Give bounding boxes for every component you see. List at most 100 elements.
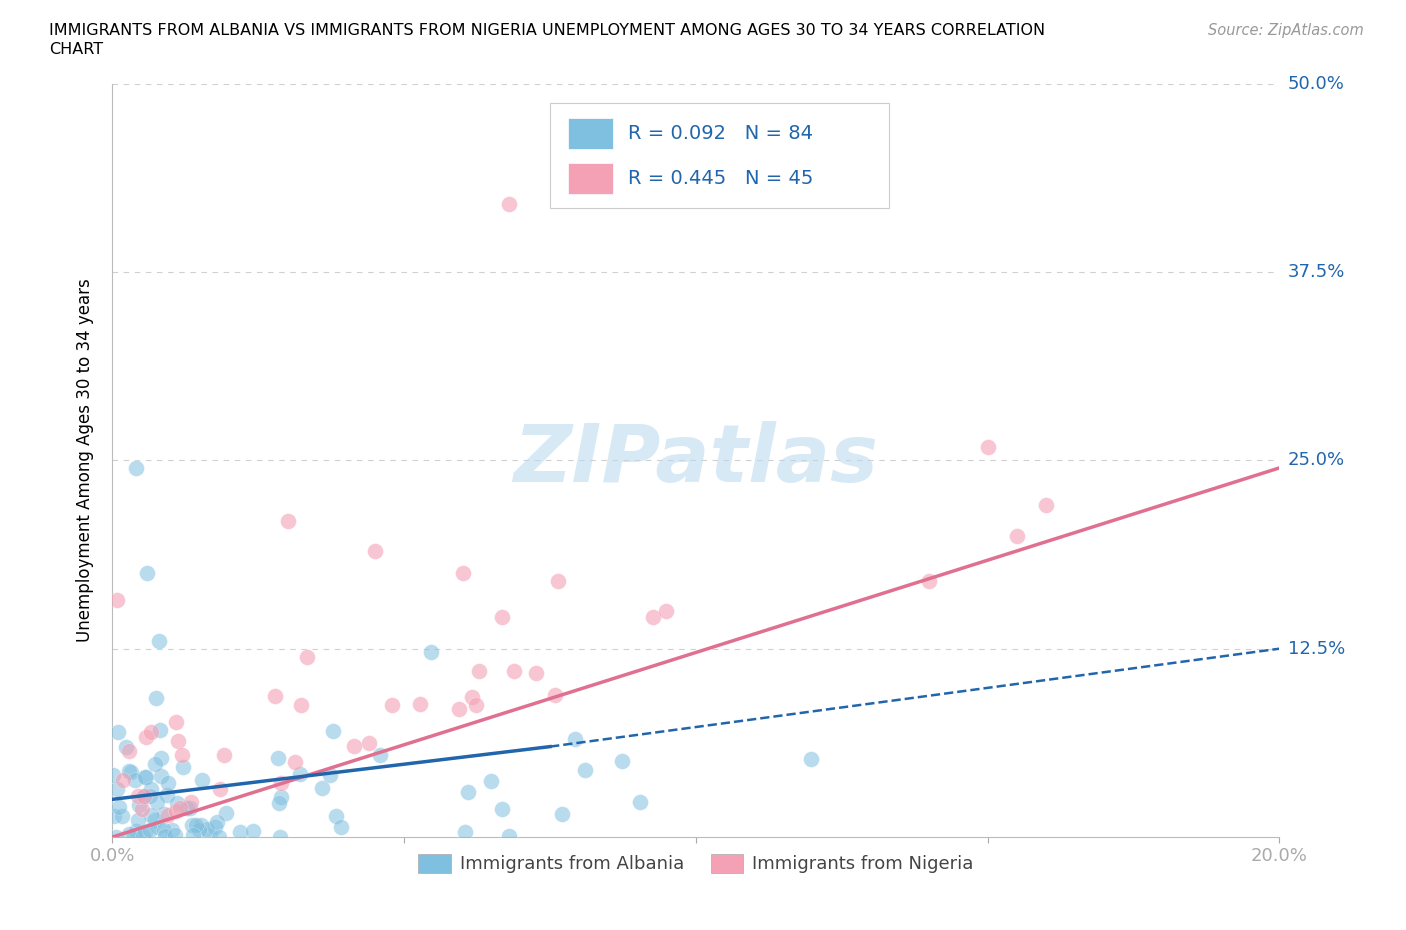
Point xyxy=(101,767,124,782)
Point xyxy=(381,698,404,712)
Point xyxy=(204,820,226,835)
Text: 25.0%: 25.0% xyxy=(1288,451,1346,470)
Point xyxy=(564,731,586,746)
Text: 50.0%: 50.0% xyxy=(1288,74,1344,93)
Point xyxy=(574,763,596,777)
Point xyxy=(108,800,131,815)
Point xyxy=(146,819,169,834)
Point xyxy=(229,824,252,839)
Point xyxy=(134,769,156,784)
Point xyxy=(498,197,520,212)
Point xyxy=(628,794,651,809)
Point xyxy=(160,822,183,837)
Legend: Immigrants from Albania, Immigrants from Nigeria: Immigrants from Albania, Immigrants from… xyxy=(411,847,981,881)
Point xyxy=(134,789,156,804)
Point xyxy=(322,724,344,738)
Point xyxy=(551,806,574,821)
Point xyxy=(547,574,569,589)
Point xyxy=(409,697,432,711)
Point xyxy=(297,650,319,665)
Point xyxy=(242,823,264,838)
Point xyxy=(329,819,352,834)
Point xyxy=(131,801,153,816)
Point xyxy=(267,796,290,811)
Point xyxy=(368,748,391,763)
Y-axis label: Unemployment Among Ages 30 to 34 years: Unemployment Among Ages 30 to 34 years xyxy=(76,278,94,643)
Point xyxy=(543,687,565,702)
Point xyxy=(610,754,633,769)
Point xyxy=(125,824,148,839)
Point xyxy=(284,755,307,770)
Point xyxy=(170,747,193,762)
Point xyxy=(976,439,998,454)
Point xyxy=(143,813,166,828)
Point xyxy=(319,767,342,782)
Text: ZIPatlas: ZIPatlas xyxy=(513,421,879,499)
Point xyxy=(153,806,176,821)
Point xyxy=(269,830,291,844)
Point xyxy=(491,802,513,817)
Point xyxy=(169,801,191,816)
Point xyxy=(135,730,157,745)
Point xyxy=(112,773,135,788)
Point xyxy=(153,829,176,844)
Point xyxy=(270,776,292,790)
Point xyxy=(132,829,155,844)
Point xyxy=(124,772,146,787)
Point xyxy=(165,715,187,730)
Point xyxy=(156,787,179,802)
Point xyxy=(479,774,502,789)
Point xyxy=(290,698,312,712)
Point xyxy=(270,789,292,804)
Point xyxy=(118,827,141,842)
Point xyxy=(184,817,207,832)
Point xyxy=(153,823,176,838)
Point xyxy=(465,698,488,712)
Point xyxy=(364,543,387,558)
Point xyxy=(139,725,162,740)
Point xyxy=(800,752,823,767)
Point xyxy=(198,828,221,843)
Point xyxy=(117,764,139,778)
Point xyxy=(150,769,173,784)
Point xyxy=(359,736,381,751)
Point xyxy=(149,723,172,737)
Point xyxy=(165,804,187,818)
Point xyxy=(524,666,547,681)
Point xyxy=(172,759,194,774)
Point xyxy=(503,664,526,679)
Point xyxy=(176,801,198,816)
Point xyxy=(157,807,180,822)
Point xyxy=(132,789,155,804)
Point xyxy=(311,780,333,795)
Point xyxy=(120,764,142,779)
Point xyxy=(141,782,163,797)
Point xyxy=(195,821,218,836)
Point xyxy=(105,592,128,607)
Point xyxy=(148,633,170,648)
Point xyxy=(288,766,311,781)
Point xyxy=(498,829,520,844)
Point xyxy=(134,824,156,839)
Point xyxy=(145,794,167,809)
Point xyxy=(124,828,146,843)
Point xyxy=(139,789,162,804)
Point xyxy=(143,756,166,771)
Point xyxy=(103,808,125,823)
Point xyxy=(180,794,202,809)
Point xyxy=(105,782,128,797)
Point xyxy=(139,822,162,837)
Point xyxy=(212,747,235,762)
Point xyxy=(447,701,470,716)
Point xyxy=(125,460,148,475)
Point xyxy=(208,830,231,844)
Point xyxy=(461,689,484,704)
Point xyxy=(267,751,290,765)
Point xyxy=(1035,498,1057,512)
Point xyxy=(491,610,513,625)
Text: IMMIGRANTS FROM ALBANIA VS IMMIGRANTS FROM NIGERIA UNEMPLOYMENT AMONG AGES 30 TO: IMMIGRANTS FROM ALBANIA VS IMMIGRANTS FR… xyxy=(49,23,1045,38)
Point xyxy=(118,743,141,758)
Point xyxy=(135,769,157,784)
FancyBboxPatch shape xyxy=(568,163,613,194)
Point xyxy=(115,739,138,754)
